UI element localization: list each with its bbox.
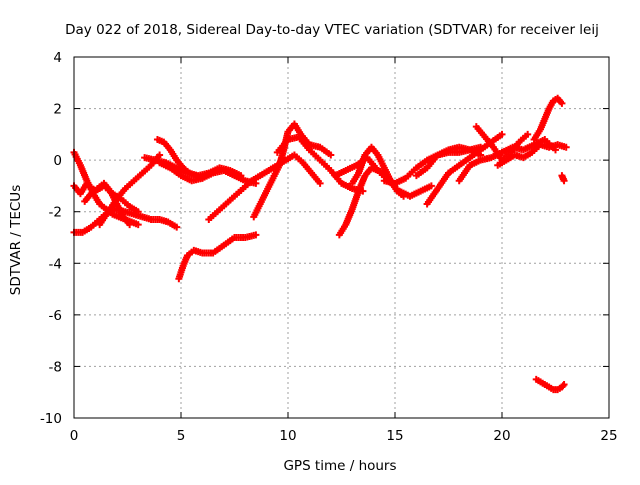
y-tick-label: -6 [49, 308, 62, 324]
data-point [559, 382, 567, 390]
series-arc-18 [412, 143, 485, 180]
y-tick-label: -4 [49, 256, 62, 272]
x-tick-label: 10 [279, 428, 296, 444]
data-point [173, 223, 181, 231]
series-arc-23 [558, 172, 568, 185]
y-tick-label: 2 [53, 102, 62, 118]
data-point [134, 208, 142, 216]
series-arc-21 [494, 141, 570, 169]
x-tick-label: 20 [493, 428, 510, 444]
data-point [126, 221, 134, 229]
grid-lines [74, 57, 609, 418]
x-tick-label: 0 [70, 428, 79, 444]
series-arc-10 [205, 151, 324, 223]
data-point [498, 130, 506, 138]
data-point [134, 221, 142, 229]
series-arc-13 [335, 164, 388, 239]
data-point [560, 380, 568, 388]
series-arc-7 [153, 136, 206, 182]
chart-title: Day 022 of 2018, Sidereal Day-to-day VTE… [65, 22, 599, 38]
y-axis-label: SDTVAR / TECUs [8, 185, 24, 295]
data-point [316, 179, 324, 187]
series-arc-8 [156, 159, 260, 187]
x-tick-label: 15 [386, 428, 403, 444]
y-tick-label: -2 [49, 205, 62, 221]
axis-ticks: 0 5 10 15 20 25 -10 -8 -6 -4 -2 0 2 4 [40, 50, 618, 444]
y-tick-label: 0 [53, 153, 62, 169]
data-point [558, 99, 566, 107]
series-arc-22 [530, 94, 566, 144]
data-point [562, 143, 570, 151]
data-marks [70, 94, 570, 394]
series-arc-24 [532, 375, 568, 394]
x-tick-label: 25 [600, 428, 617, 444]
series-arc-4 [81, 179, 134, 229]
data-point [156, 151, 164, 159]
data-point [524, 130, 532, 138]
data-point [427, 182, 435, 190]
data-point [327, 151, 335, 159]
y-tick-label: -10 [40, 411, 62, 427]
y-tick-label: 4 [53, 50, 62, 66]
plot-frame [73, 56, 610, 419]
y-tick-label: -8 [49, 359, 62, 375]
data-point [252, 231, 260, 239]
data-point [560, 177, 568, 185]
x-axis-label: GPS time / hours [283, 458, 396, 474]
data-point [400, 192, 408, 200]
x-tick-label: 5 [177, 428, 186, 444]
series-arc-15 [348, 143, 408, 200]
series-arc-9 [175, 231, 260, 283]
